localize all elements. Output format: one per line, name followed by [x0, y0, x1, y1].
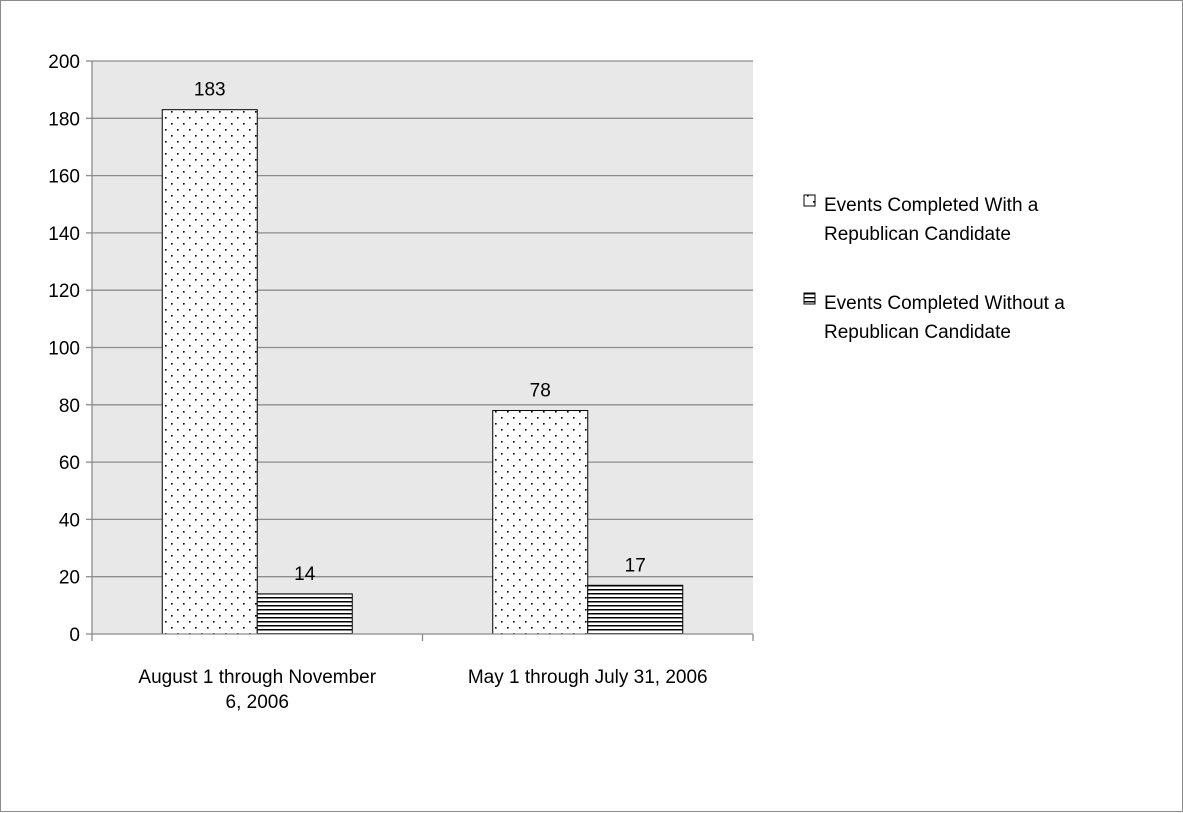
bar-with-candidate — [161, 109, 258, 635]
data-label: 78 — [530, 381, 551, 402]
legend-label: Republican Candidate — [824, 224, 1011, 245]
legend-label: Events Completed With a — [824, 195, 1039, 216]
data-label: 183 — [194, 80, 226, 101]
bar-without-candidate — [256, 593, 353, 635]
y-tick-label: 60 — [59, 453, 80, 474]
x-category-label: May 1 through July 31, 2006 — [468, 667, 708, 688]
x-category-label: August 1 through November — [138, 667, 376, 688]
y-tick-label: 20 — [59, 568, 80, 589]
y-tick-label: 0 — [69, 625, 80, 646]
labels: 183 14 78 17 0 20 40 60 80 100 120 140 160 180 200 Augu… — [48, 52, 707, 713]
legend-swatch — [803, 194, 816, 207]
y-tick-label: 40 — [59, 510, 80, 531]
legend-label: Events Completed Without a — [824, 293, 1065, 314]
y-tick-label: 200 — [48, 52, 80, 73]
y-tick-label: 180 — [48, 109, 80, 130]
legend-swatch — [803, 292, 816, 305]
bar-without-candidate — [587, 584, 684, 635]
y-tick-label: 120 — [48, 281, 80, 302]
bar-with-candidate — [492, 410, 589, 635]
y-tick-label: 160 — [48, 167, 80, 188]
legend-label: Republican Candidate — [824, 322, 1011, 343]
legend: Events Completed With a Republican Candid… — [803, 194, 1065, 343]
y-tick-label: 80 — [59, 396, 80, 417]
y-tick-label: 100 — [48, 339, 80, 360]
data-label: 14 — [294, 564, 316, 585]
axes — [86, 60, 754, 641]
bars — [161, 109, 684, 635]
x-category-label: 6, 2006 — [226, 692, 289, 713]
y-tick-label: 140 — [48, 224, 80, 245]
data-label: 17 — [625, 555, 646, 576]
